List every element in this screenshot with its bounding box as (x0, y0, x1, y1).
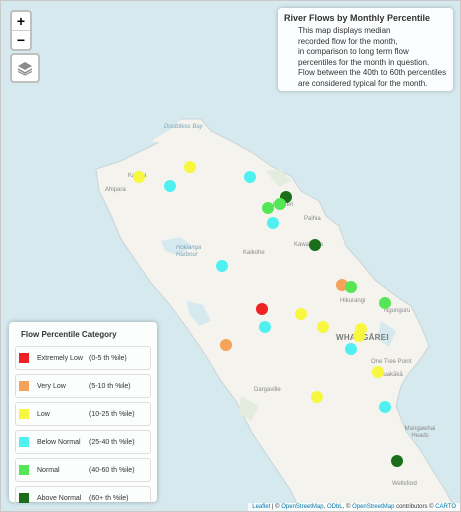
legend-label: Above Normal (37, 494, 82, 502)
legend-title: Flow Percentile Category (21, 330, 117, 339)
layers-button[interactable] (10, 53, 40, 83)
place-label-kawakawa: Kawakawa (294, 242, 323, 248)
place-label-kaikohe: Kaikohe (243, 250, 265, 256)
place-label-doubtless-bay: Doubtless Bay (164, 124, 203, 130)
station-marker-above-normal[interactable] (309, 239, 321, 251)
legend-item-below-normal: Below Normal (25-40 th %ile) (15, 430, 151, 454)
legend-item-normal: Normal (40-60 th %ile) (15, 458, 151, 482)
attribution-separator: , (323, 504, 327, 510)
layers-icon (17, 62, 33, 76)
legend-range: (60+ th %ile) (89, 494, 129, 502)
place-label-ahipara: Ahipara (105, 187, 126, 193)
place-label-ngunguru: Ngunguru (384, 308, 411, 314)
info-line: This map displays median (298, 26, 391, 35)
legend-range: (0-5 th %ile) (89, 354, 127, 362)
zoom-out-button[interactable]: − (12, 30, 30, 49)
carto-link[interactable]: CARTO (435, 504, 456, 510)
place-label-paihia: Paihia (304, 216, 321, 222)
legend-swatch (19, 381, 29, 391)
station-marker-very-low[interactable] (220, 339, 232, 351)
osm-link[interactable]: OpenStreetMap (281, 504, 324, 510)
map-attribution: Leaflet | © OpenStreetMap, ODbL, © OpenS… (248, 503, 460, 511)
station-marker-below-normal[interactable] (379, 401, 391, 413)
station-marker-below-normal[interactable] (216, 260, 228, 272)
station-marker-below-normal[interactable] (345, 343, 357, 355)
place-label-hikurangi: Hikurangi (340, 298, 366, 304)
legend-panel: Flow Percentile Category Extremely Low (… (9, 322, 157, 510)
station-marker-normal[interactable] (262, 202, 274, 214)
station-marker-low[interactable] (311, 391, 323, 403)
zoom-in-button[interactable]: + (16, 13, 26, 29)
legend-range: (5-10 th %ile) (89, 382, 131, 390)
station-marker-below-normal[interactable] (259, 321, 271, 333)
legend-item-very-low: Very Low (5-10 th %ile) (15, 374, 151, 398)
info-line: are considered typical for the month. (298, 78, 428, 88)
station-marker-below-normal[interactable] (244, 171, 256, 183)
place-label-mangawhai: Mangawhai Heads (404, 426, 436, 439)
station-marker-normal[interactable] (345, 281, 357, 293)
legend-label: Normal (37, 466, 60, 474)
legend-swatch (19, 353, 29, 363)
info-line: percentiles for the month in question. (298, 57, 430, 67)
station-marker-low[interactable] (353, 330, 365, 342)
station-marker-low[interactable] (372, 366, 384, 378)
attribution-separator: , © (342, 504, 353, 510)
place-label-wellsford: Wellsford (392, 481, 417, 487)
info-line: recorded flow for the month, (298, 36, 398, 46)
legend-label: Below Normal (37, 438, 81, 446)
legend-range: (40-60 th %ile) (89, 466, 135, 474)
station-marker-extremely-low[interactable] (256, 303, 268, 315)
info-line: Flow between the 40th to 60th percentile… (298, 68, 447, 77)
attribution-contributors: contributors © (396, 504, 434, 510)
info-line: in comparison to long term flow (298, 47, 409, 56)
station-marker-low[interactable] (133, 171, 145, 183)
legend-label: Very Low (37, 382, 66, 390)
legend-item-extremely-low: Extremely Low (0-5 th %ile) (15, 346, 151, 370)
legend-range: (10-25 th %ile) (89, 410, 135, 418)
legend-swatch (19, 409, 29, 419)
legend-swatch (19, 437, 29, 447)
station-marker-low[interactable] (184, 161, 196, 173)
osm-contributors-link[interactable]: OpenStreetMap (352, 504, 395, 510)
station-marker-normal[interactable] (274, 198, 286, 210)
legend-item-low: Low (10-25 th %ile) (15, 402, 151, 426)
station-marker-low[interactable] (317, 321, 329, 333)
legend-item-above-normal: Above Normal (60+ th %ile) (15, 486, 151, 510)
legend-label: Extremely Low (37, 354, 83, 362)
legend-swatch (19, 465, 29, 475)
place-label-ruakaka: Ruakākā (379, 372, 403, 378)
legend-swatch (19, 493, 29, 503)
attribution-separator: | © (270, 504, 282, 510)
legend-label: Low (37, 410, 50, 418)
leaflet-link[interactable]: Leaflet (252, 504, 271, 510)
legend-range: (25-40 th %ile) (89, 438, 135, 446)
station-marker-below-normal[interactable] (267, 217, 279, 229)
station-marker-low[interactable] (295, 308, 307, 320)
station-marker-below-normal[interactable] (164, 180, 176, 192)
place-label-hokianga: Hokianga Harbour (176, 245, 202, 258)
zoom-control: + − (10, 10, 32, 51)
info-title: River Flows by Monthly Percentile (284, 13, 431, 23)
place-label-dargaville: Dargaville (254, 387, 281, 393)
station-marker-normal[interactable] (379, 297, 391, 309)
info-panel: River Flows by Monthly Percentile This m… (278, 8, 453, 91)
odbl-link[interactable]: ODbL (326, 504, 343, 510)
place-label-one-tree-point: One Tree Point (371, 359, 412, 365)
station-marker-above-normal[interactable] (391, 455, 403, 467)
